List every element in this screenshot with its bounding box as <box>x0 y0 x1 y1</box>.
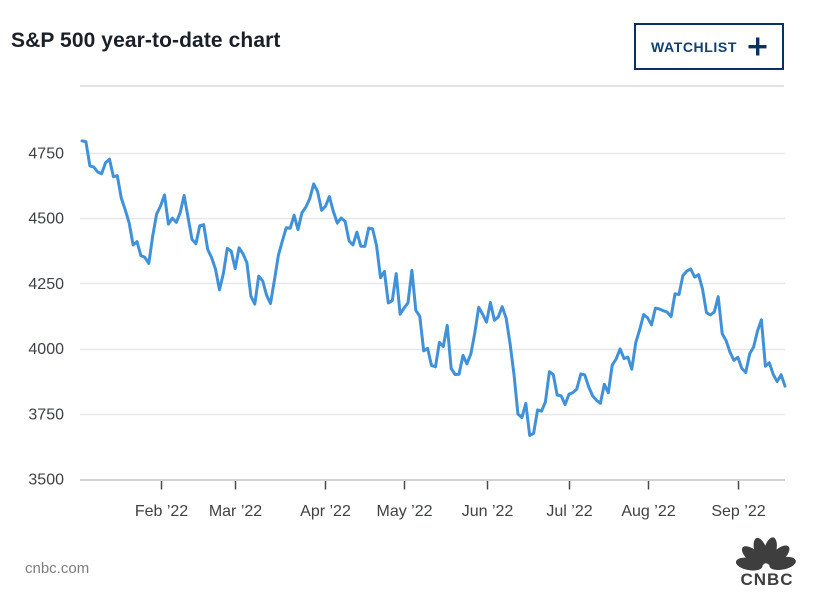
y-axis-label-4500: 4500 <box>28 211 64 228</box>
plus-icon <box>748 37 767 56</box>
watchlist-button-label: WATCHLIST <box>650 38 738 55</box>
x-axis-label: Jun ’22 <box>462 503 514 520</box>
header-divider <box>80 85 784 87</box>
x-axis-label: Mar ’22 <box>209 503 262 520</box>
x-axis-label: Feb ’22 <box>135 503 188 520</box>
y-axis-label-3500: 3500 <box>28 472 64 489</box>
x-axis-label: Aug ’22 <box>621 503 675 520</box>
x-axis-label: May ’22 <box>376 503 432 520</box>
y-axis-label-4250: 4250 <box>28 276 64 293</box>
y-axis-label-4750: 4750 <box>28 146 64 163</box>
source-attribution: cnbc.com <box>25 560 90 577</box>
y-axis-label-4000: 4000 <box>28 341 64 358</box>
cnbc-logo-text: CNBC <box>740 570 793 589</box>
x-axis-label: Sep ’22 <box>711 503 765 520</box>
x-axis-label: Jul ’22 <box>546 503 592 520</box>
y-axis-label-3750: 3750 <box>28 406 64 423</box>
page-title: S&P 500 year-to-date chart <box>11 29 281 52</box>
sp500-price-line[interactable] <box>80 139 787 437</box>
watchlist-button[interactable]: WATCHLIST <box>634 23 784 70</box>
x-axis-label: Apr ’22 <box>300 503 351 520</box>
cnbc-peacock-logo: CNBC <box>736 537 796 589</box>
